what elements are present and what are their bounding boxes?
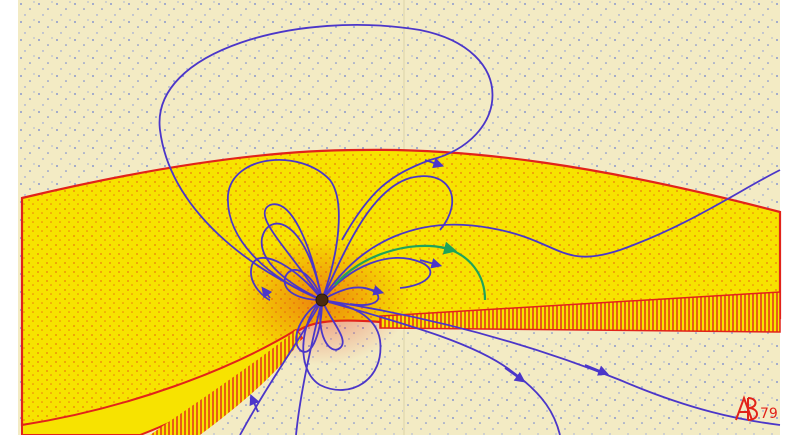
field-line-loop-right [321, 175, 454, 301]
field-line-lower-bulge [302, 299, 382, 391]
field-line-lower-right-1 [321, 299, 561, 435]
signature-year: 79 [760, 406, 778, 422]
field-line-loop-inner-right [321, 257, 432, 301]
field-line-long-right [321, 169, 781, 301]
field-line-upper-left [263, 203, 323, 301]
red-hatched-wedge-right [379, 291, 781, 333]
field-line-arrows [249, 157, 610, 413]
field-line-loop-left [227, 159, 340, 301]
green-trajectory-arrow [439, 241, 458, 255]
field-line-lower-left-1 [239, 299, 323, 435]
field-line-large-loop [158, 24, 494, 301]
field-line-lower-left-2 [295, 299, 323, 435]
red-hatched-wedge-lower-left [150, 330, 302, 435]
field-line-lower-right-2 [321, 299, 781, 426]
field-line-small-loop-4 [295, 299, 323, 353]
signature-monogram [735, 395, 758, 421]
field-line-loop-inner-left [260, 222, 323, 301]
central-body [315, 293, 329, 307]
field-line-small-loop-3 [319, 299, 344, 351]
field-line-small-loop-1 [283, 269, 323, 301]
